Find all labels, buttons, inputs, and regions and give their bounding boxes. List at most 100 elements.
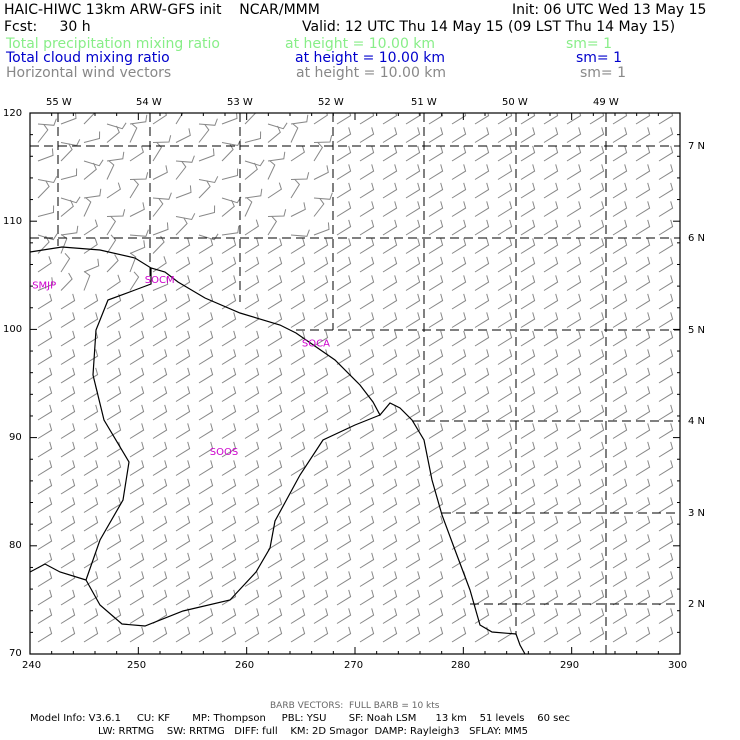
wind-barb	[313, 423, 329, 439]
wind-barb	[313, 197, 325, 217]
y-tick-80: 80	[9, 540, 22, 551]
wind-barb	[244, 349, 260, 365]
wind-barb	[152, 441, 168, 458]
wind-barb	[221, 225, 240, 236]
wind-barb	[635, 441, 651, 458]
wind-barb	[198, 515, 214, 532]
wind-barb	[359, 515, 375, 532]
wind-barb	[405, 386, 421, 402]
wind-barb	[60, 589, 76, 606]
wind-barb	[451, 312, 467, 328]
wind-barb	[129, 478, 145, 495]
wind-barb	[474, 256, 490, 273]
wind-barb	[336, 404, 352, 421]
wind-barb	[267, 460, 283, 476]
wind-barb	[244, 589, 260, 606]
wind-barb	[520, 312, 536, 328]
wind-barb	[175, 497, 191, 513]
wind-barb	[60, 196, 81, 204]
wind-barb	[129, 330, 145, 347]
wind-barb	[543, 127, 559, 143]
wind-barb	[83, 534, 99, 550]
wind-barb	[497, 571, 513, 587]
wind-barb	[566, 312, 582, 328]
wind-barb	[152, 478, 168, 495]
wind-barb	[474, 571, 490, 587]
wind-barb	[428, 182, 444, 199]
wind-barb	[405, 275, 421, 291]
wind-barb	[359, 441, 375, 458]
wind-barb	[267, 215, 278, 236]
wind-barb	[313, 330, 329, 347]
coastline-boundaries	[30, 246, 526, 654]
wind-barb	[635, 589, 651, 606]
wind-barb	[612, 349, 628, 365]
wind-barb	[290, 114, 309, 125]
wind-barb	[313, 626, 329, 643]
wind-barb	[474, 145, 490, 162]
field-wind-height: at height = 10.00 km	[296, 65, 447, 81]
wind-barb	[543, 441, 559, 458]
wind-barb	[175, 589, 191, 606]
wind-barb	[543, 201, 559, 217]
wind-barb	[612, 312, 628, 328]
wind-barb	[520, 293, 536, 310]
y-tick-110: 110	[3, 216, 23, 227]
wind-barb	[520, 404, 536, 421]
wind-barb	[497, 145, 513, 162]
wind-barb	[198, 148, 215, 162]
wind-barb	[83, 441, 99, 458]
wind-barb	[313, 552, 329, 569]
wind-barb	[313, 478, 329, 495]
wind-barb	[37, 293, 53, 310]
wind-barb	[612, 256, 628, 273]
wind-barb	[152, 197, 164, 217]
wind-barb	[267, 534, 283, 550]
wind-barb	[244, 478, 260, 495]
wind-barb	[106, 608, 122, 624]
wind-barb	[405, 145, 421, 162]
wind-barb	[658, 589, 674, 606]
wind-barb	[520, 238, 536, 254]
wind-barb	[566, 497, 582, 513]
wind-barb	[612, 367, 628, 384]
wind-barb	[589, 552, 605, 569]
wind-barb	[290, 626, 306, 643]
wind-barb	[543, 404, 559, 421]
wind-barb	[60, 312, 76, 328]
wind-barb	[497, 552, 513, 569]
wind-barb	[428, 460, 444, 476]
wind-barb	[589, 275, 605, 291]
lon-label-50w: 50 W	[502, 97, 528, 108]
wind-barb	[175, 349, 191, 365]
wind-barb	[474, 552, 490, 569]
station-label-soca: SOCA	[302, 339, 330, 350]
wind-barb	[175, 386, 191, 402]
wind-barb	[221, 478, 237, 495]
wind-barb	[221, 441, 237, 458]
wind-barb	[612, 182, 628, 199]
wind-barb	[290, 312, 306, 328]
model-info-line2: LW: RRTMG SW: RRTMG DIFF: full KM: 2D Sm…	[98, 726, 528, 737]
wind-barb	[635, 552, 651, 569]
wind-barb	[612, 113, 628, 125]
wind-barb	[589, 534, 605, 550]
wind-barb	[520, 145, 536, 162]
wind-barb	[520, 367, 536, 384]
wind-barb	[428, 441, 444, 458]
wind-barb	[129, 123, 138, 143]
wind-barb	[543, 256, 559, 273]
wind-barb	[290, 515, 306, 532]
wind-barb	[520, 219, 536, 236]
wind-barb	[658, 534, 674, 550]
wind-barb	[359, 256, 375, 273]
wind-barb	[474, 219, 490, 236]
wind-barb	[152, 515, 168, 532]
wind-barb	[658, 423, 674, 439]
wind-barb	[497, 127, 513, 143]
wind-barb	[129, 534, 145, 550]
wind-barb	[382, 534, 398, 550]
wind-barb	[106, 122, 127, 130]
wind-barb	[612, 386, 628, 402]
wind-barb	[497, 608, 513, 624]
